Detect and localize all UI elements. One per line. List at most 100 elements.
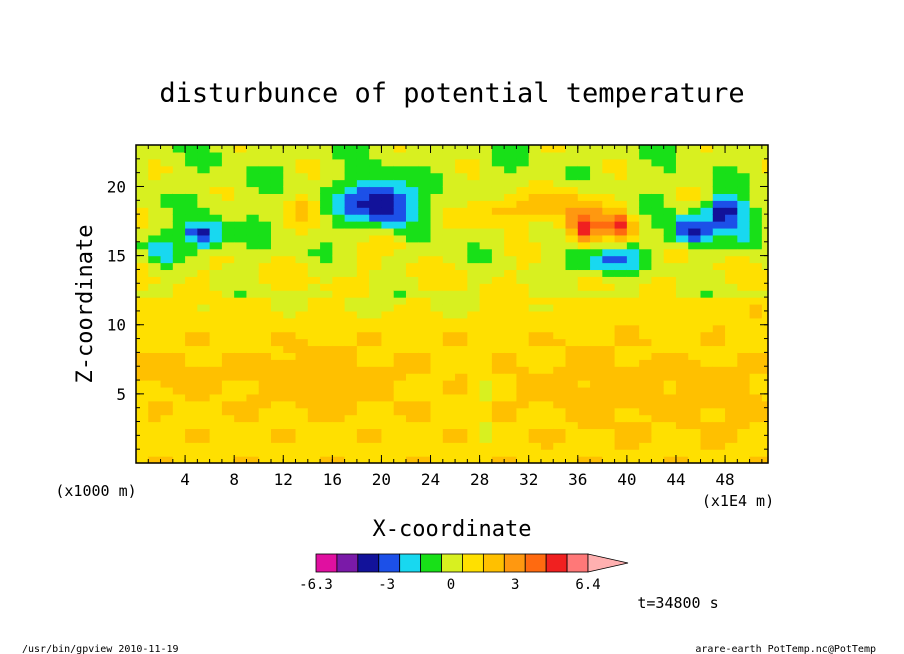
- contour-cell: [320, 449, 333, 457]
- contour-cell: [209, 207, 223, 215]
- contour-cell: [234, 241, 248, 250]
- contour-cell: [761, 442, 769, 450]
- contour-cell: [504, 165, 518, 174]
- contour-cell: [614, 297, 628, 305]
- contour-cell: [626, 227, 640, 236]
- contour-cell: [602, 214, 616, 222]
- contour-cell: [614, 304, 628, 312]
- contour-cell: [725, 338, 738, 347]
- contour-cell: [221, 241, 235, 250]
- contour-cell: [749, 221, 763, 229]
- contour-cell: [295, 421, 309, 430]
- contour-cell: [737, 373, 751, 381]
- contour-cell: [283, 241, 297, 250]
- contour-cell: [344, 262, 358, 271]
- contour-cell: [761, 407, 769, 416]
- contour-cell: [246, 214, 260, 222]
- contour-cell: [479, 241, 493, 250]
- contour-cell: [602, 241, 616, 250]
- contour-cell: [197, 297, 211, 305]
- contour-cell: [749, 359, 763, 367]
- contour-cell: [332, 221, 346, 229]
- contour-cell: [577, 186, 591, 194]
- contour-cell: [639, 158, 653, 167]
- contour-cell: [467, 317, 481, 326]
- contour-cell: [209, 234, 223, 243]
- contour-cell: [516, 414, 530, 423]
- contour-cell: [577, 255, 591, 264]
- contour-cell: [369, 186, 383, 194]
- contour-cell: [246, 241, 260, 250]
- x-axis-label: X-coordinate: [373, 517, 532, 542]
- contour-cell: [516, 165, 530, 174]
- contour-cell: [258, 276, 272, 284]
- colorbar-swatch: [503, 553, 526, 573]
- contour-cell: [491, 193, 505, 201]
- contour-cell: [675, 414, 689, 423]
- contour-cell: [590, 366, 603, 374]
- contour-cell: [467, 200, 481, 208]
- contour-cell: [332, 262, 346, 271]
- contour-cell: [725, 234, 738, 243]
- contour-cell: [553, 366, 567, 374]
- contour-cell: [381, 283, 395, 291]
- contour-cell: [283, 338, 297, 347]
- contour-cell: [160, 262, 174, 271]
- contour-cell: [136, 200, 149, 208]
- contour-cell: [295, 373, 309, 381]
- contour-cell: [442, 428, 456, 436]
- contour-cell: [295, 386, 309, 395]
- contour-cell: [553, 221, 567, 229]
- contour-cell: [172, 227, 186, 236]
- contour-cell: [270, 324, 284, 333]
- contour-cell: [749, 290, 763, 298]
- contour-cell: [688, 435, 702, 443]
- contour-cell: [479, 317, 493, 326]
- contour-cell: [639, 255, 653, 264]
- contour-cell: [197, 324, 211, 333]
- contour-cell: [136, 255, 149, 264]
- contour-cell: [393, 324, 407, 333]
- contour-cell: [688, 317, 702, 326]
- contour-cell: [565, 283, 579, 291]
- contour-cell: [626, 290, 640, 298]
- contour-cell: [712, 179, 726, 188]
- x-tick-label: 28: [470, 470, 489, 489]
- contour-cell: [136, 269, 149, 277]
- contour-cell: [577, 421, 591, 430]
- contour-cell: [614, 207, 628, 215]
- contour-cell: [651, 248, 665, 257]
- contour-cell: [234, 456, 248, 464]
- contour-cell: [553, 276, 567, 284]
- contour-cell: [737, 345, 751, 353]
- contour-cell: [479, 442, 493, 450]
- contour-cell: [283, 234, 297, 243]
- contour-cell: [234, 158, 248, 167]
- contour-cell: [602, 386, 616, 395]
- contour-cell: [209, 366, 223, 374]
- contour-cell: [418, 304, 432, 312]
- contour-cell: [761, 428, 769, 436]
- contour-cell: [663, 352, 677, 360]
- contour-cell: [405, 151, 419, 160]
- contour-cell: [270, 393, 284, 402]
- contour-cell: [405, 172, 419, 181]
- contour-cell: [626, 304, 640, 312]
- contour-cell: [749, 297, 763, 305]
- contour-cell: [651, 393, 665, 402]
- contour-cell: [614, 165, 628, 174]
- contour-cell: [148, 442, 162, 450]
- contour-cell: [185, 386, 198, 395]
- contour-cell: [516, 435, 530, 443]
- contour-cell: [185, 310, 198, 319]
- contour-cell: [185, 172, 198, 181]
- contour-cell: [614, 276, 628, 284]
- contour-cell: [504, 297, 518, 305]
- contour-cell: [307, 407, 321, 416]
- contour-cell: [528, 456, 542, 464]
- contour-cell: [160, 269, 174, 277]
- contour-cell: [246, 393, 260, 402]
- contour-cell: [528, 345, 542, 353]
- contour-cell: [381, 366, 395, 374]
- contour-cell: [737, 359, 751, 367]
